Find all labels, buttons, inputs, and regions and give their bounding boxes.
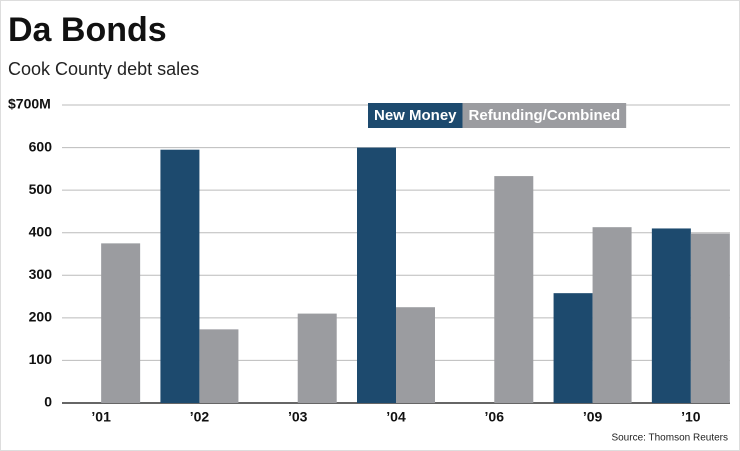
y-tick-label: 500 [29,181,53,197]
legend-label: New Money [374,107,457,124]
y-tick-label: 600 [29,138,53,154]
source: Source: Thomson Reuters [611,433,728,444]
x-tick-label: ’09 [583,409,603,425]
x-tick-label: ’04 [386,409,406,425]
legend-swatch [462,103,627,128]
y-tick-label: 100 [29,351,53,367]
y-tick-label: $700M [8,96,51,112]
x-tick-label: ’01 [91,409,111,425]
legend-swatch [368,103,463,128]
y-tick-label: 200 [29,309,53,325]
y-tick-label: 300 [29,266,53,282]
x-tick-label: ’06 [485,409,505,425]
bar [592,227,632,403]
bar [553,293,593,403]
bar [101,243,141,403]
bar [160,149,200,403]
bar [199,329,239,403]
bar [494,176,534,403]
bar [357,147,396,403]
chart-subtitle: Cook County debt sales [8,59,199,79]
y-tick-label: 400 [29,223,53,239]
x-tick-label: ’10 [681,409,701,425]
y-tick-label: 0 [44,394,52,410]
x-tick-label: ’02 [190,409,210,425]
bar [690,233,730,403]
x-tick-label: ’03 [288,409,308,425]
bar [297,313,337,403]
bar [651,228,691,403]
legend-label: Refunding/Combined [469,107,621,124]
chart-title: Da Bonds [8,11,167,49]
bar [396,307,435,403]
